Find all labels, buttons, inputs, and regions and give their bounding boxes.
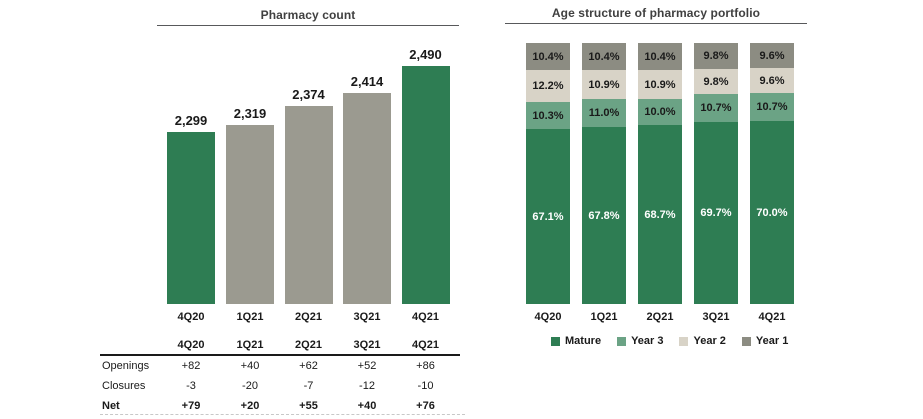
bar-value-label: 2,490: [409, 47, 442, 62]
x-axis-label: 3Q21: [353, 311, 381, 323]
table-header-cell: 2Q21: [295, 339, 322, 351]
stacked-bar-segment: 9.8%: [694, 43, 738, 69]
x-axis-label: 4Q21: [758, 311, 786, 323]
table-cell: +79: [181, 400, 201, 412]
table-header-cell: 4Q20: [177, 339, 205, 351]
stacked-bar-segment: 10.4%: [526, 43, 570, 70]
bar-value-label: 2,319: [233, 106, 267, 121]
x-axis-label: 4Q20: [534, 311, 562, 323]
pharmacy-count-bar: [401, 66, 450, 304]
table-cell: +20: [240, 400, 260, 412]
bar-value-label: 2,374: [292, 87, 325, 102]
legend-item: Mature: [551, 335, 601, 347]
legend-label: Year 1: [755, 335, 789, 347]
table-cell: +82: [181, 360, 201, 372]
stacked-bar-segment: 12.2%: [526, 70, 570, 102]
left-chart-title-rule: [157, 25, 459, 26]
stacked-bar-segment: 9.6%: [750, 43, 794, 68]
left-chart-title: Pharmacy count: [260, 8, 356, 22]
table-cell: +86: [416, 360, 435, 372]
pharmacy-count-bar: [284, 106, 333, 304]
stacked-bar-segment: 67.1%: [526, 129, 570, 304]
table-header-cell: 3Q21: [353, 339, 381, 351]
table-cell: -7: [303, 380, 314, 392]
table-cell: -10: [417, 380, 434, 392]
legend-label: Mature: [565, 335, 602, 347]
stacked-bar-segment: 10.0%: [638, 99, 682, 125]
stacked-bar-segment: 70.0%: [750, 121, 794, 304]
pharmacy-count-bar: [167, 132, 215, 304]
table-row-label: Net: [102, 400, 120, 412]
table-header-rule: [100, 354, 460, 356]
stacked-bar-segment: 9.6%: [750, 68, 794, 93]
table-cell: +40: [357, 400, 377, 412]
stacked-bar-segment: 10.9%: [582, 70, 626, 99]
stacked-bar-segment: 11.0%: [582, 99, 626, 127]
x-axis-label: 1Q21: [590, 311, 618, 323]
bar-value-label: 2,299: [174, 113, 208, 128]
legend: Mature Year 3 Year 2 Year 1: [551, 335, 788, 347]
stacked-bar-segment: 69.7%: [694, 122, 738, 304]
legend-label: Year 2: [693, 335, 726, 347]
table-cell: +62: [299, 360, 318, 372]
stacked-bar-segment: 9.8%: [694, 69, 738, 94]
right-chart-title-rule: [505, 23, 807, 24]
bar-value-label: 2,414: [350, 74, 384, 89]
legend-swatch: [617, 336, 627, 346]
legend-swatch: [741, 336, 751, 346]
stacked-bar-segment: 10.9%: [638, 70, 682, 99]
stacked-bar-segment: 67.8%: [582, 127, 626, 304]
legend-item: Year 1: [741, 335, 789, 347]
table-header-cell: 4Q21: [412, 339, 439, 351]
stacked-bar-segment: 10.4%: [582, 43, 626, 70]
pharmacy-count-bar: [343, 93, 391, 304]
x-axis-label: 1Q21: [236, 311, 264, 323]
stacked-bar-segment: 10.3%: [526, 102, 570, 129]
x-axis-label: 4Q20: [177, 311, 205, 323]
table-row-label: Closures: [102, 380, 146, 392]
table-cell: +55: [299, 400, 318, 412]
x-axis-label: 2Q21: [295, 311, 322, 323]
legend-swatch: [679, 336, 689, 346]
x-axis-label: 2Q21: [646, 311, 674, 323]
stacked-bar-segment: 10.4%: [638, 43, 682, 70]
x-axis-label: 3Q21: [702, 311, 730, 323]
table-cell: -20: [242, 380, 258, 392]
stacked-bar-segment: 10.7%: [694, 94, 738, 122]
table-cell: +52: [357, 360, 377, 372]
legend-label: Year 3: [631, 335, 664, 347]
table-cell: -12: [359, 380, 375, 392]
legend-item: Year 2: [679, 335, 726, 347]
legend-item: Year 3: [617, 335, 663, 347]
table-cell: +40: [240, 360, 260, 372]
table-header-cell: 1Q21: [236, 339, 264, 351]
right-chart-title: Age structure of pharmacy portfolio: [551, 6, 761, 20]
table-row-label: Openings: [102, 360, 150, 372]
table-cell: +76: [416, 400, 435, 412]
stacked-bar-segment: 68.7%: [638, 125, 682, 304]
legend-swatch: [551, 336, 560, 346]
table-cell: -3: [186, 380, 196, 392]
table-bottom-rule: [100, 414, 465, 415]
pharmacy-count-bar: [226, 125, 274, 304]
stacked-bar-segment: 10.7%: [750, 93, 794, 121]
x-axis-label: 4Q21: [412, 311, 439, 323]
